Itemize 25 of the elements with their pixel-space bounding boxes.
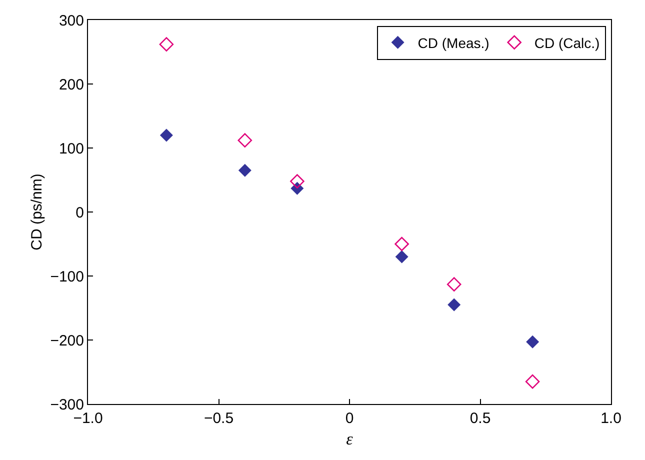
point [525, 374, 540, 389]
point [448, 298, 461, 312]
point [238, 133, 252, 148]
legend-label: CD (Calc.) [534, 34, 600, 51]
point [159, 37, 174, 52]
point [160, 128, 173, 142]
point [238, 164, 252, 177]
x-tick-label: 0 [345, 410, 354, 427]
x-tick-label: 1.0 [600, 410, 622, 427]
y-tick-label: −100 [50, 268, 84, 286]
point [446, 277, 462, 292]
y-axis-title: CD (ps/nm) [28, 174, 46, 250]
legend-label: CD (Meas.) [418, 34, 490, 51]
point [394, 236, 409, 252]
x-axis-title: ε [346, 429, 354, 448]
y-tick-label: 0 [76, 204, 84, 222]
point [290, 174, 304, 188]
point [395, 250, 408, 264]
y-tick-label: −200 [50, 332, 84, 350]
y-tick-label: 300 [58, 12, 84, 30]
x-tick-label: −0.5 [204, 410, 234, 427]
y-tick-label: 200 [58, 76, 84, 94]
y-tick-label: 100 [58, 140, 84, 158]
point [526, 335, 540, 348]
x-tick-label: 0.5 [470, 410, 491, 427]
